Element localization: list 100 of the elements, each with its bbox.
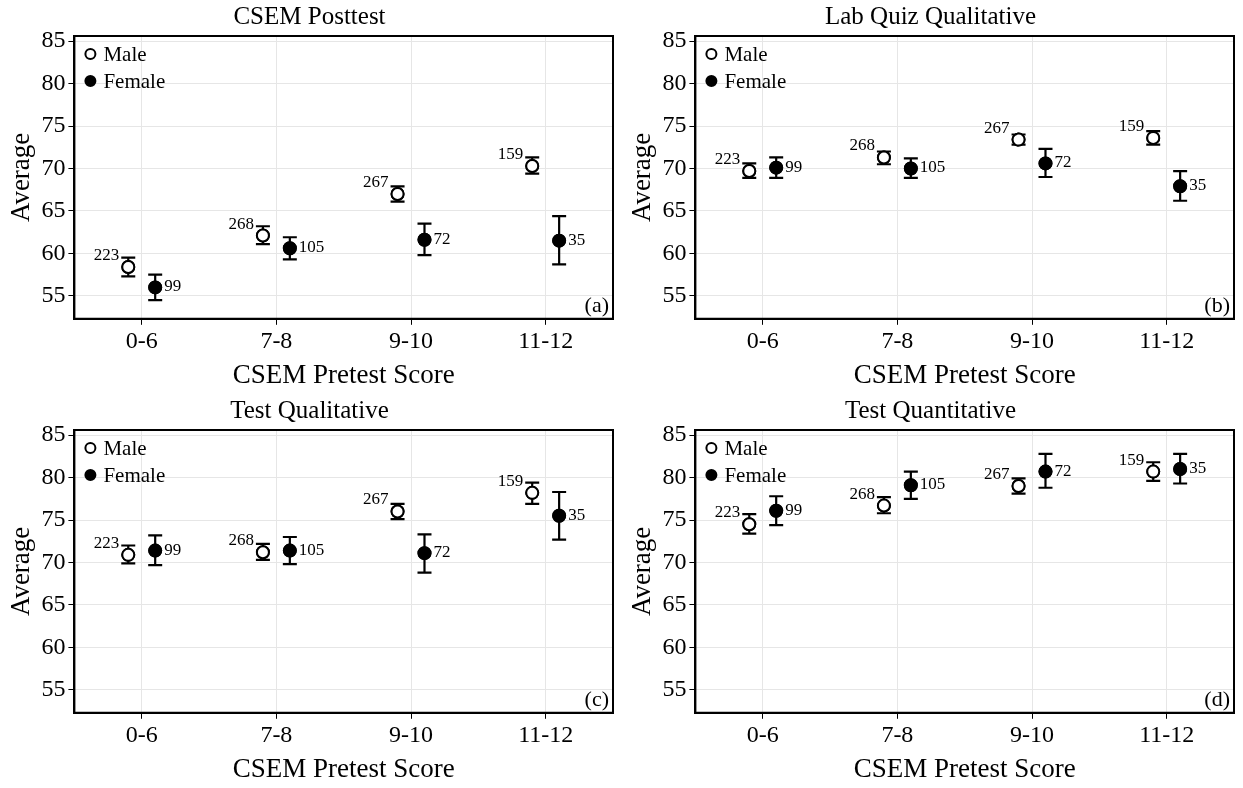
- annotation: 72: [1054, 460, 1072, 480]
- y-tick-label: 60: [41, 632, 66, 659]
- y-tick-label: 65: [662, 590, 687, 617]
- y-tick-label: 70: [41, 153, 66, 180]
- y-tick-label: 70: [41, 547, 66, 574]
- annotation: 105: [298, 539, 325, 559]
- x-axis-title: CSEM Pretest Score: [232, 752, 455, 783]
- y-axis-title: Average: [626, 132, 657, 223]
- annotation: (a): [584, 291, 609, 317]
- x-tick-label: 7-8: [881, 327, 914, 354]
- annotation: 159: [1118, 449, 1145, 469]
- x-axis-title: CSEM Pretest Score: [853, 752, 1076, 783]
- y-tick-label: 85: [41, 420, 66, 447]
- annotation: 99: [164, 276, 182, 296]
- legend-label: Male: [724, 41, 768, 66]
- annotation: 267: [363, 171, 390, 191]
- y-axis-title: Average: [5, 132, 36, 223]
- legend-label: Female: [724, 68, 787, 93]
- y-tick-label: 80: [662, 462, 687, 489]
- y-tick-label: 55: [662, 675, 687, 702]
- y-tick-label: 65: [41, 196, 66, 223]
- annotation: 35: [1189, 175, 1207, 195]
- annotation: 35: [1189, 458, 1207, 478]
- annotation: 223: [93, 532, 120, 552]
- annotation: 35: [568, 229, 586, 249]
- x-tick-label: 7-8: [260, 327, 293, 354]
- annotation: 99: [164, 539, 182, 559]
- chart-title: Test Quantitative: [844, 395, 1017, 423]
- annotation: (d): [1204, 685, 1230, 711]
- x-tick-label: 0-6: [746, 721, 779, 748]
- x-tick-label: 0-6: [125, 721, 158, 748]
- chart-title: Lab Quiz Qualitative: [824, 1, 1037, 29]
- annotation: 35: [568, 504, 586, 524]
- y-tick-label: 75: [41, 111, 66, 138]
- x-tick-label: 11-12: [518, 327, 574, 354]
- x-tick-label: 11-12: [518, 721, 574, 748]
- annotation: 72: [1054, 152, 1072, 172]
- x-tick-label: 11-12: [1139, 721, 1195, 748]
- y-tick-label: 75: [662, 505, 687, 532]
- y-tick-label: 80: [41, 462, 66, 489]
- annotation: 159: [497, 470, 524, 490]
- annotation: 223: [93, 244, 120, 264]
- x-axis-title: CSEM Pretest Score: [853, 358, 1076, 389]
- annotation: 99: [785, 156, 803, 176]
- x-tick-label: 11-12: [1139, 327, 1195, 354]
- legend-label: Female: [103, 68, 166, 93]
- y-tick-label: 75: [41, 505, 66, 532]
- y-tick-label: 60: [662, 632, 687, 659]
- y-tick-label: 85: [662, 420, 687, 447]
- annotation: 223: [714, 502, 741, 522]
- x-tick-label: 0-6: [125, 327, 158, 354]
- annotation: 268: [849, 483, 875, 503]
- x-tick-label: 9-10: [1010, 721, 1055, 748]
- x-tick-label: 9-10: [389, 721, 434, 748]
- legend-label: Male: [103, 41, 147, 66]
- x-tick-label: 9-10: [389, 327, 434, 354]
- y-tick-label: 70: [662, 153, 687, 180]
- annotation: (b): [1204, 291, 1230, 317]
- annotation: 268: [228, 213, 254, 233]
- x-axis-title: CSEM Pretest Score: [232, 358, 455, 389]
- x-tick-label: 0-6: [746, 327, 779, 354]
- y-tick-label: 85: [41, 26, 66, 53]
- annotation: 159: [1118, 115, 1145, 135]
- annotation: 267: [984, 117, 1011, 137]
- annotation: 105: [919, 157, 946, 177]
- x-tick-label: 7-8: [881, 721, 914, 748]
- y-tick-label: 75: [662, 111, 687, 138]
- annotation: (c): [584, 685, 609, 711]
- y-tick-label: 85: [662, 26, 687, 53]
- y-tick-label: 55: [41, 281, 66, 308]
- x-tick-label: 9-10: [1010, 327, 1055, 354]
- legend-label: Male: [103, 435, 147, 460]
- y-tick-label: 70: [662, 547, 687, 574]
- y-tick-label: 65: [662, 196, 687, 223]
- chart-title: CSEM Posttest: [233, 1, 386, 29]
- chart-title: Test Qualitative: [230, 395, 389, 423]
- x-tick-label: 7-8: [260, 721, 293, 748]
- annotation: 268: [849, 135, 875, 155]
- y-tick-label: 55: [662, 281, 687, 308]
- annotation: 72: [433, 542, 451, 562]
- legend-label: Male: [724, 435, 768, 460]
- y-tick-label: 55: [41, 675, 66, 702]
- legend-label: Female: [103, 462, 166, 487]
- annotation: 99: [785, 499, 803, 519]
- annotation: 267: [363, 489, 390, 509]
- y-axis-title: Average: [626, 526, 657, 617]
- y-tick-label: 60: [41, 238, 66, 265]
- annotation: 223: [714, 149, 741, 168]
- y-axis-title: Average: [5, 526, 36, 617]
- annotation: 72: [433, 228, 451, 248]
- y-tick-label: 80: [662, 68, 687, 95]
- y-tick-label: 60: [662, 238, 687, 265]
- legend-label: Female: [724, 462, 787, 487]
- annotation: 159: [497, 143, 524, 163]
- annotation: 267: [984, 464, 1011, 484]
- y-tick-label: 80: [41, 68, 66, 95]
- annotation: 268: [228, 530, 254, 550]
- annotation: 105: [919, 474, 946, 494]
- y-tick-label: 65: [41, 590, 66, 617]
- annotation: 105: [298, 237, 325, 257]
